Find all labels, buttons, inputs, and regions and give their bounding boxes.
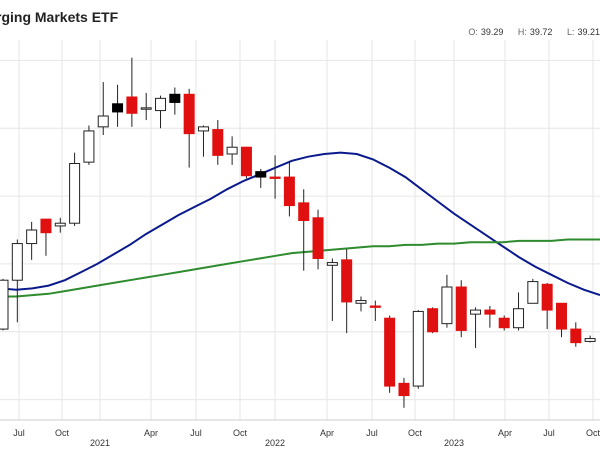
x-tick-label: Jul	[190, 428, 202, 438]
candle-body	[355, 300, 367, 304]
candle-body	[183, 93, 195, 135]
x-tick-label: 2023	[444, 438, 464, 448]
candle-body	[240, 146, 252, 177]
candle-body	[326, 262, 338, 266]
x-tick-label: Apr	[498, 428, 512, 438]
candle-body	[527, 281, 539, 304]
candle-body	[112, 103, 124, 113]
candle-body	[140, 107, 152, 110]
candle-body	[312, 217, 324, 260]
candle-body	[484, 309, 496, 315]
moving-average-long	[0, 238, 600, 298]
candle-body	[155, 97, 167, 112]
candle-body	[40, 218, 52, 234]
high-label: H:	[517, 27, 527, 37]
candle-body	[11, 243, 23, 281]
x-tick-label: Oct	[233, 428, 248, 438]
candle-body	[255, 171, 267, 178]
candle-body	[341, 259, 353, 303]
x-tick-label: Jul	[543, 428, 555, 438]
candle-body	[83, 130, 95, 163]
candle-body	[570, 328, 582, 344]
high-value: 39.72	[529, 27, 553, 37]
candle-body	[26, 229, 38, 245]
candle-body	[513, 308, 525, 329]
candle-body	[298, 202, 310, 222]
candle-body	[427, 308, 439, 333]
x-tick-label: Oct	[55, 428, 70, 438]
x-tick-label: Oct	[408, 428, 423, 438]
candle-body	[412, 310, 424, 387]
candle-body	[584, 338, 596, 342]
candle-body	[398, 382, 410, 397]
candle-body	[69, 163, 81, 224]
candle-body	[470, 309, 482, 315]
candle-body	[541, 283, 553, 311]
x-tick-label: 2022	[265, 438, 285, 448]
candle-body	[283, 176, 295, 207]
x-tick-label: Jul	[13, 428, 25, 438]
low-label: L:	[566, 27, 575, 37]
candle-body	[54, 222, 66, 227]
x-tick-label: Apr	[320, 428, 334, 438]
ohlc-readout: O: 39.29 H: 39.72 L: 39.21	[456, 27, 600, 37]
candle-body	[0, 279, 9, 330]
candle-body	[555, 302, 567, 330]
candle-body	[498, 317, 510, 329]
candle-body	[197, 126, 209, 132]
candle-body	[212, 129, 224, 156]
candle-body	[369, 305, 381, 308]
candle-body	[97, 115, 109, 128]
open-label: O:	[468, 27, 478, 37]
candle-body	[269, 176, 281, 179]
x-tick-label: Jul	[366, 428, 378, 438]
candle-body	[226, 146, 238, 155]
chart-title: rging Markets ETF	[0, 9, 119, 25]
low-value: 39.21	[577, 27, 600, 37]
candle-body	[169, 93, 181, 103]
x-tick-label: Oct	[586, 428, 600, 438]
candle-body	[455, 286, 467, 331]
moving-average-short	[0, 151, 600, 297]
open-value: 39.29	[480, 27, 504, 37]
candle-body	[441, 286, 453, 325]
candle-body	[384, 317, 396, 387]
x-tick-label: Apr	[144, 428, 158, 438]
candle-body	[126, 96, 138, 114]
x-tick-label: 2021	[90, 438, 110, 448]
